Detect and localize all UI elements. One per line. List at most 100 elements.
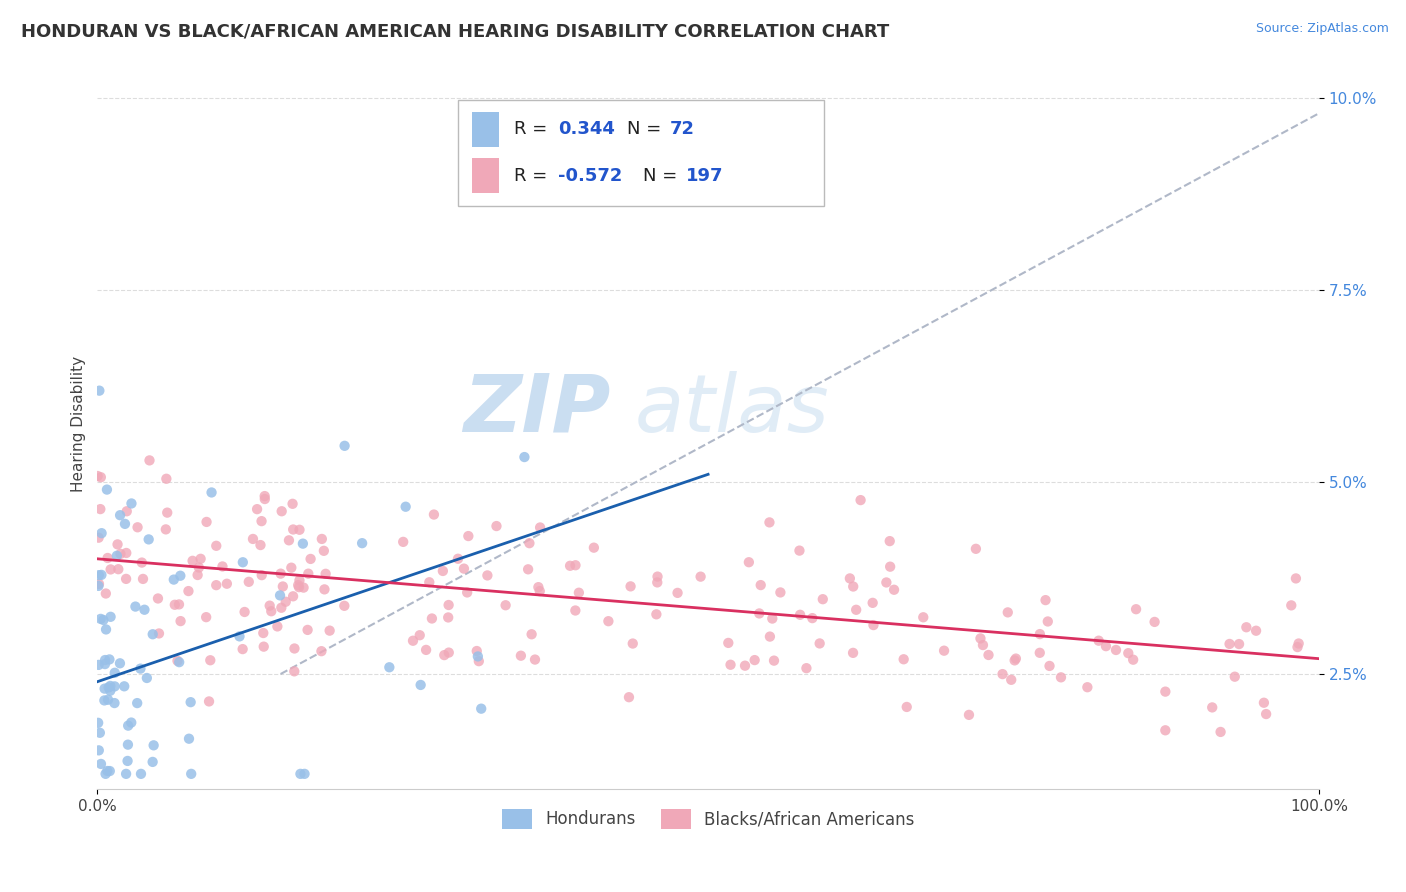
Point — [281, 590, 304, 604]
Text: atlas: atlas — [634, 371, 830, 449]
Point — [238, 574, 260, 589]
Point — [93, 613, 115, 627]
Point — [112, 679, 135, 693]
Point — [232, 642, 254, 657]
Point — [138, 533, 160, 547]
Point — [456, 585, 478, 599]
Point — [749, 578, 772, 592]
Point — [93, 693, 115, 707]
Point — [311, 532, 333, 546]
Point — [1029, 627, 1052, 641]
Point — [142, 739, 165, 753]
Point — [195, 515, 218, 529]
Point — [90, 612, 112, 626]
Point — [645, 607, 668, 622]
Point — [180, 695, 202, 709]
Point — [270, 504, 292, 518]
Point — [87, 577, 110, 591]
Point — [997, 606, 1019, 620]
Point — [288, 574, 311, 588]
Point — [104, 665, 127, 680]
Point — [90, 526, 112, 541]
Point — [127, 520, 149, 534]
Point — [845, 603, 868, 617]
Point — [97, 551, 120, 566]
Point — [879, 534, 901, 549]
Point — [269, 588, 291, 602]
Point — [333, 599, 356, 613]
Point — [290, 767, 312, 781]
Point — [98, 683, 121, 698]
Point — [437, 610, 460, 624]
Point — [645, 575, 668, 590]
Point — [734, 658, 756, 673]
Text: 72: 72 — [671, 120, 695, 138]
Point — [228, 629, 250, 643]
Point — [1223, 670, 1246, 684]
Point — [969, 632, 991, 646]
Point — [1286, 640, 1309, 654]
Point — [619, 579, 641, 593]
Point — [318, 624, 340, 638]
Point — [467, 649, 489, 664]
Point — [1050, 670, 1073, 684]
Point — [520, 627, 543, 641]
Text: R =: R = — [513, 120, 553, 138]
Y-axis label: Hearing Disability: Hearing Disability — [72, 356, 86, 492]
Point — [107, 537, 129, 551]
Point — [1209, 725, 1232, 739]
Point — [437, 646, 460, 660]
Point — [215, 576, 238, 591]
Point — [198, 694, 221, 708]
Point — [115, 572, 138, 586]
Point — [129, 662, 152, 676]
Point — [1288, 636, 1310, 650]
Point — [447, 551, 470, 566]
Point — [759, 630, 782, 644]
Point — [205, 578, 228, 592]
Text: R =: R = — [513, 167, 553, 185]
Point — [796, 661, 818, 675]
Point — [395, 500, 418, 514]
Point — [758, 516, 780, 530]
Point — [89, 502, 111, 516]
Point — [104, 679, 127, 693]
Point — [142, 627, 165, 641]
Point — [717, 636, 740, 650]
Point — [90, 567, 112, 582]
Point — [287, 578, 309, 592]
Point — [87, 715, 110, 730]
Point — [98, 679, 121, 693]
Point — [789, 607, 811, 622]
Point — [811, 592, 834, 607]
Point — [97, 681, 120, 695]
Point — [392, 534, 415, 549]
Point — [195, 610, 218, 624]
Point — [769, 585, 792, 599]
Point — [1227, 637, 1250, 651]
Point — [420, 611, 443, 625]
Point — [1105, 643, 1128, 657]
Point — [957, 707, 980, 722]
Point — [280, 560, 302, 574]
Point — [87, 657, 110, 672]
Point — [838, 571, 860, 585]
Point — [278, 533, 301, 548]
Point — [1122, 653, 1144, 667]
Point — [801, 611, 824, 625]
Point — [972, 638, 994, 652]
Point — [1125, 602, 1147, 616]
Point — [187, 560, 209, 574]
Text: Source: ZipAtlas.com: Source: ZipAtlas.com — [1256, 22, 1389, 36]
Point — [297, 566, 319, 581]
Text: N =: N = — [644, 167, 683, 185]
Point — [291, 536, 314, 550]
Point — [299, 552, 322, 566]
Point — [253, 489, 276, 503]
Point — [283, 523, 305, 537]
Point — [568, 585, 591, 599]
Point — [582, 541, 605, 555]
Point — [433, 648, 456, 662]
Point — [1038, 659, 1060, 673]
Point — [249, 538, 271, 552]
